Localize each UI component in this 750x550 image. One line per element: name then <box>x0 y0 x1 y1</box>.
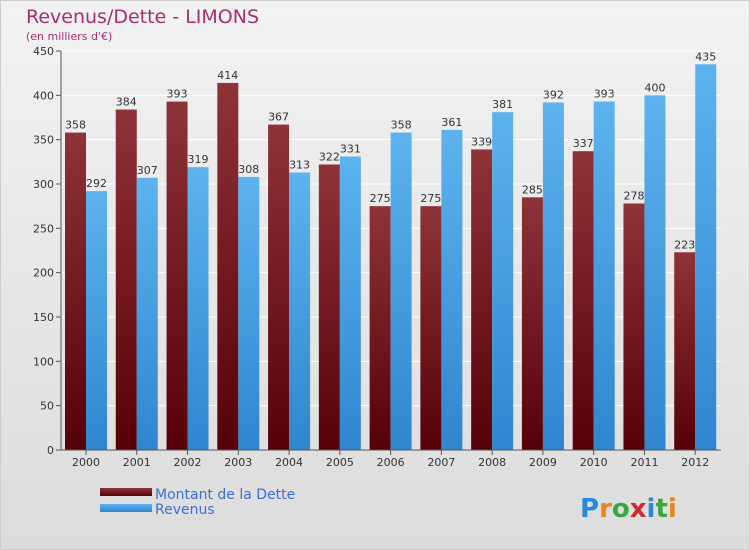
x-tick-label: 2009 <box>529 456 557 469</box>
y-tick-label: 200 <box>33 267 54 280</box>
x-tick-label: 2012 <box>681 456 709 469</box>
data-label: 358 <box>65 119 86 132</box>
chart-subtitle: (en milliers d'€) <box>26 30 112 43</box>
data-label: 322 <box>319 150 340 163</box>
legend-label-revenus: Revenus <box>155 502 215 518</box>
bar-revenus <box>593 101 615 450</box>
bar-revenus <box>644 95 666 450</box>
x-tick-label: 2010 <box>580 456 608 469</box>
data-label: 393 <box>167 88 188 101</box>
bar-dette <box>217 82 239 451</box>
y-tick-label: 400 <box>33 89 54 102</box>
y-tick-label: 150 <box>33 311 54 324</box>
data-label: 331 <box>340 143 361 156</box>
data-label: 308 <box>238 163 259 176</box>
y-tick-label: 50 <box>40 400 54 413</box>
data-label: 361 <box>441 116 462 129</box>
bar-revenus <box>441 129 463 450</box>
data-label: 275 <box>370 192 391 205</box>
bar-revenus <box>339 156 361 450</box>
y-tick-label: 450 <box>33 45 54 58</box>
bar-revenus <box>238 176 260 450</box>
proxiti-logo-text: Proxiti <box>580 494 677 524</box>
bar-dette <box>268 124 290 451</box>
x-tick-label: 2001 <box>123 456 151 469</box>
bar-dette <box>674 252 696 450</box>
bar-revenus <box>390 132 412 450</box>
bar-revenus <box>542 102 564 450</box>
x-tick-label: 2005 <box>326 456 354 469</box>
bar-revenus <box>136 177 158 450</box>
bar-revenus <box>695 64 717 451</box>
legend: Montant de la Dette Revenus <box>100 487 295 518</box>
data-label: 435 <box>695 50 716 63</box>
bar-dette <box>623 203 645 450</box>
data-label: 319 <box>188 153 209 166</box>
x-tick-label: 2004 <box>275 456 303 469</box>
data-label: 278 <box>623 190 644 203</box>
data-label: 414 <box>217 69 238 82</box>
legend-label-debt: Montant de la Dette <box>155 487 295 503</box>
bar-revenus <box>86 191 107 451</box>
data-label: 339 <box>471 135 492 148</box>
data-label: 337 <box>573 137 594 150</box>
data-label: 358 <box>391 119 412 132</box>
chart-title: Revenus/Dette - LIMONS <box>26 6 259 28</box>
x-axis: 2000 2001 2002 2003 2004 2005 2006 2007 2008 2009… <box>61 449 721 469</box>
data-label: 367 <box>268 111 289 124</box>
bar-dette <box>65 132 86 450</box>
x-tick-label: 2002 <box>174 456 202 469</box>
bar-dette <box>166 101 188 450</box>
bar-dette <box>471 149 493 451</box>
bar-dette <box>521 197 543 450</box>
y-axis: 0 50 100 150 200 250 300 350 400 450 <box>33 45 62 457</box>
data-label: 392 <box>543 88 564 101</box>
bar-dette <box>369 206 391 450</box>
bar-revenus <box>187 167 209 451</box>
x-tick-label: 2000 <box>72 456 100 469</box>
legend-swatch-debt <box>100 488 152 496</box>
data-label: 400 <box>644 81 665 94</box>
bar-dette <box>572 151 594 450</box>
y-tick-label: 300 <box>33 178 54 191</box>
data-label: 313 <box>289 158 310 171</box>
bar-revenus <box>289 172 311 450</box>
bar-dette <box>115 109 137 451</box>
bar-dette <box>420 206 442 450</box>
x-tick-label: 2008 <box>478 456 506 469</box>
x-tick-label: 2003 <box>224 456 252 469</box>
bar-revenus <box>492 112 514 451</box>
data-label: 384 <box>116 96 137 109</box>
x-tick-label: 2007 <box>427 456 455 469</box>
y-tick-label: 250 <box>33 222 54 235</box>
y-tick-label: 350 <box>33 134 54 147</box>
data-label: 285 <box>522 183 543 196</box>
x-tick-label: 2011 <box>630 456 658 469</box>
legend-swatch-revenus <box>100 504 152 512</box>
bar-dette <box>318 164 340 450</box>
data-label: 393 <box>594 88 615 101</box>
data-label: 275 <box>420 192 441 205</box>
data-label: 292 <box>86 177 107 190</box>
y-tick-label: 100 <box>33 355 54 368</box>
data-label: 307 <box>137 164 158 177</box>
y-tick-label: 0 <box>47 444 54 457</box>
proxiti-logo: Proxiti <box>580 494 677 524</box>
data-label: 381 <box>492 98 513 111</box>
data-label: 223 <box>674 238 695 251</box>
x-tick-label: 2006 <box>377 456 405 469</box>
